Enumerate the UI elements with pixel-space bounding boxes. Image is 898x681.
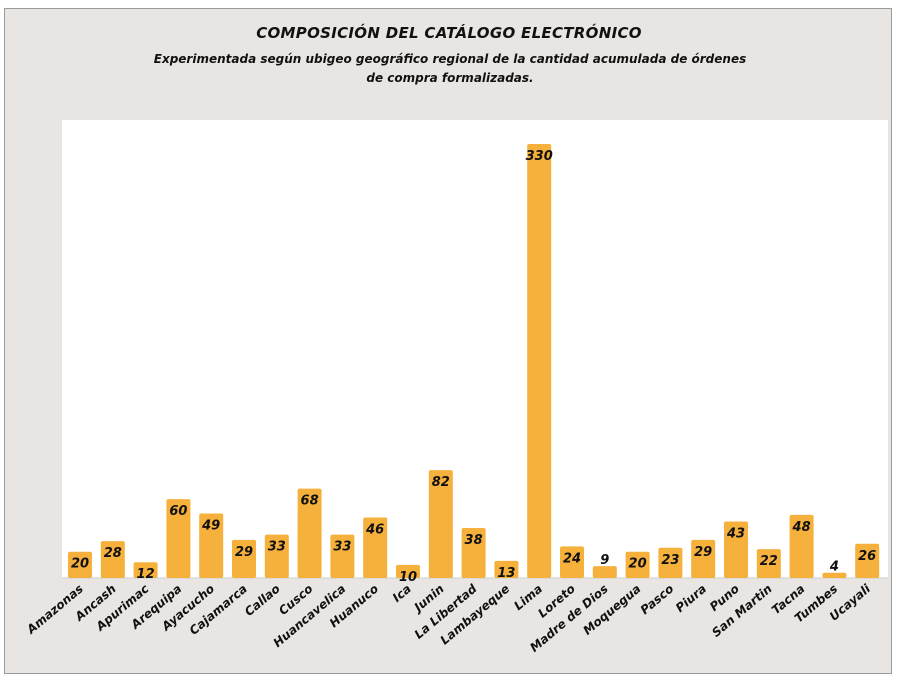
bar-arequipa: [166, 499, 191, 578]
chart-subtitle: Experimentada según ubigeo geográfico re…: [153, 52, 747, 85]
bar-amazonas: [68, 551, 92, 578]
data-label: 4: [829, 560, 839, 575]
data-label: 33: [333, 540, 351, 555]
bar-apurimac: [133, 562, 158, 578]
tick-labels-group: AmazonasAncashApurimacArequipaAyacuchoCa…: [23, 581, 873, 655]
bar-ica: [396, 564, 420, 578]
bar-lambayeque: [494, 560, 519, 578]
data-label: 49: [201, 519, 220, 534]
bar-moquegua: [625, 551, 650, 578]
plot-area: [62, 120, 888, 578]
data-label: 26: [858, 549, 876, 564]
data-label: 23: [661, 553, 679, 568]
bar-huancavelica: [330, 534, 355, 578]
data-label: 48: [792, 520, 811, 535]
data-label: 29: [694, 545, 712, 560]
data-label: 38: [465, 533, 483, 548]
data-label: 24: [563, 551, 581, 566]
data-label: 82: [432, 475, 450, 490]
data-label: 22: [760, 554, 778, 569]
data-label: 60: [169, 504, 187, 519]
data-label: 20: [629, 557, 647, 572]
data-label: 13: [497, 566, 515, 581]
x-tick-label: Pasco: [638, 582, 677, 618]
bar-cusco: [297, 488, 322, 578]
bar-ayacucho: [199, 513, 224, 578]
x-tick-label: Piura: [673, 582, 709, 616]
bar-san-martin: [756, 549, 781, 578]
chart-title: COMPOSICIÓN DEL CATÁLOGO ELECTRÓNICO: [256, 24, 642, 42]
bar-la-libertad: [461, 528, 486, 578]
bar-ancash: [100, 541, 125, 578]
x-tick-label: Callao: [242, 582, 283, 619]
data-label: 10: [399, 570, 417, 585]
data-label: 33: [268, 540, 286, 555]
data-label: 330: [526, 149, 553, 164]
data-label: 29: [235, 545, 253, 560]
bar-loreto: [560, 546, 584, 578]
data-label: 46: [365, 523, 384, 538]
data-label: 68: [301, 494, 319, 509]
bar-labels-group: 20 28 12 60 49 29 33 68 33 46 10 82 38 13 330 24 9 20 23 29…: [71, 149, 876, 585]
bar-callao: [264, 534, 289, 578]
bar-piura: [691, 539, 716, 578]
bar-ucayali: [855, 543, 880, 578]
bar-puno: [724, 521, 748, 578]
data-label: 20: [71, 557, 89, 572]
bar-madre-de-dios: [592, 566, 617, 578]
data-label: 9: [600, 553, 609, 568]
bar-tacna: [789, 514, 814, 578]
data-label: 28: [104, 546, 122, 561]
x-tick-label: Ica: [390, 582, 414, 605]
bar-lima: [527, 144, 552, 578]
data-label: 12: [137, 567, 155, 582]
bar-pasco: [658, 547, 683, 578]
bars-group: [68, 144, 880, 578]
bar-tumbes: [822, 572, 847, 578]
bar-junin: [428, 470, 453, 578]
data-label: 43: [726, 526, 745, 541]
bar-huanuco: [363, 517, 388, 578]
bar-cajamarca: [232, 539, 256, 578]
